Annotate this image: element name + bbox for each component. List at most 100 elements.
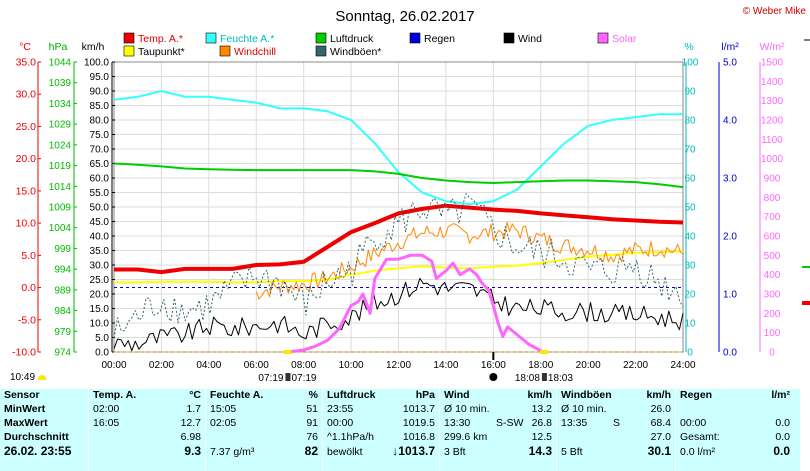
tick-x: 14:00 bbox=[433, 360, 458, 371]
tick-pressure: 1034 bbox=[49, 99, 72, 110]
tick-wind: 70.0 bbox=[90, 145, 110, 156]
tick-x: 00:00 bbox=[101, 360, 126, 371]
legend-label: Solar bbox=[612, 33, 637, 45]
rain-max-time: 00:00 bbox=[680, 417, 707, 429]
absolute-humidity: 7.37 g/m³ bbox=[210, 446, 255, 458]
unit-temp: °C bbox=[189, 389, 201, 401]
tick-x: 04:00 bbox=[196, 360, 221, 371]
tick-rain: 2.0 bbox=[723, 232, 737, 243]
humidity-max: 91 bbox=[306, 417, 318, 429]
gust-max-time: 13:35 bbox=[561, 417, 588, 429]
label-current: 26.02. 23:55 bbox=[4, 444, 72, 458]
tick-solar: 1000 bbox=[761, 154, 784, 165]
moon-icon bbox=[541, 373, 547, 381]
col-humidity: Feuchte A.% 15:05 51 02:05 91 76 7.37 g/m³… bbox=[206, 389, 322, 471]
legend-swatch bbox=[315, 32, 327, 44]
current-time: 10:49 bbox=[10, 372, 47, 383]
header-gust: Windböen bbox=[561, 389, 612, 401]
moonrise-time: 07:19 bbox=[291, 373, 316, 384]
tick-solar: 1200 bbox=[761, 116, 784, 127]
tick-x: 18:00 bbox=[528, 360, 553, 371]
tick-wind: 85.0 bbox=[90, 101, 110, 112]
tick-wind: 40.0 bbox=[90, 232, 110, 243]
tick-solar: 600 bbox=[764, 232, 781, 243]
tick-solar: 1300 bbox=[761, 96, 784, 107]
tick-pressure: 1044 bbox=[49, 58, 72, 69]
series-taupunkt- bbox=[114, 250, 684, 284]
tick-wind: 45.0 bbox=[90, 217, 110, 228]
brand-label: © Weber Mike bbox=[743, 6, 807, 17]
series-feuchte-a- bbox=[113, 90, 683, 206]
wind-bft: 3 Bft bbox=[444, 446, 466, 458]
tick-temp: -5.0 bbox=[18, 314, 36, 326]
header-wind: Wind bbox=[444, 389, 470, 401]
header-pressure: Luftdruck bbox=[327, 389, 376, 401]
tick-wind: 10.0 bbox=[90, 319, 110, 330]
tick-humidity: 90 bbox=[684, 87, 696, 98]
series-windchill bbox=[255, 221, 684, 300]
legend-label: Regen bbox=[424, 33, 455, 45]
tick-temp: 15.0 bbox=[16, 185, 37, 197]
tick-temp: 20.0 bbox=[16, 153, 37, 165]
legend-swatch bbox=[409, 32, 421, 44]
unit-wind-axis: km/h bbox=[82, 41, 105, 53]
weather-chart: Sonntag, 26.02.2017 © Weber Mike Temp. A.*… bbox=[12, 6, 810, 384]
unit-humidity: % bbox=[308, 389, 318, 401]
tick-wind: 55.0 bbox=[90, 188, 110, 199]
pressure-min-time: 23:55 bbox=[327, 403, 354, 415]
tick-x: 12:00 bbox=[386, 360, 411, 371]
header-sensor: Sensor bbox=[4, 389, 40, 401]
tick-temp: 0.0 bbox=[21, 282, 36, 294]
series-windböen- bbox=[113, 193, 684, 339]
pressure-min: 1013.7 bbox=[402, 403, 435, 415]
legend-swatch bbox=[219, 45, 231, 57]
tick-rain: 1.0 bbox=[723, 290, 737, 301]
gust-bft: 5 Bft bbox=[561, 446, 583, 458]
pressure-current: ↓1013.7 bbox=[392, 444, 435, 458]
tick-humidity: 100 bbox=[682, 58, 699, 69]
humidity-min-time: 15:05 bbox=[210, 403, 237, 415]
tick-x: 16:00 bbox=[481, 360, 506, 371]
tick-wind: 35.0 bbox=[90, 246, 110, 257]
tick-temp: 5.0 bbox=[21, 250, 36, 262]
header-rain: Regen bbox=[680, 389, 713, 401]
tick-pressure: 994 bbox=[54, 265, 71, 276]
tick-x: 20:00 bbox=[576, 360, 601, 371]
tick-pressure: 1009 bbox=[49, 203, 72, 214]
legend-swatch bbox=[503, 32, 515, 44]
label-avg: Durchschnitt bbox=[4, 431, 69, 443]
wind-max: 26.8 bbox=[531, 417, 552, 429]
tick-solar: 400 bbox=[764, 270, 781, 281]
tick-wind: 20.0 bbox=[90, 290, 110, 301]
tick-pressure: 1039 bbox=[49, 78, 72, 89]
label-max: MaxWert bbox=[4, 417, 48, 429]
tick-rain: 0.0 bbox=[723, 348, 737, 359]
tick-rain: 5.0 bbox=[723, 58, 737, 69]
tick-rain: 4.0 bbox=[723, 116, 737, 127]
unit-gust: km/h bbox=[646, 389, 671, 401]
tick-humidity: 30 bbox=[684, 261, 696, 272]
weather-state: bewölkt bbox=[327, 446, 363, 458]
sunset-time: 18:08 bbox=[515, 373, 540, 384]
tick-wind: 100.0 bbox=[84, 58, 109, 69]
wind-avg-label: Ø 10 min. bbox=[444, 403, 490, 415]
tick-wind: 5.0 bbox=[95, 333, 109, 344]
tick-wind: 30.0 bbox=[90, 261, 110, 272]
tick-pressure: 999 bbox=[54, 244, 71, 255]
tick-solar: 700 bbox=[764, 212, 781, 223]
temp-avg: 6.98 bbox=[180, 431, 201, 443]
tick-solar: 800 bbox=[764, 193, 781, 204]
tick-x: 02:00 bbox=[149, 360, 174, 371]
legend-label: Feuchte A.* bbox=[220, 33, 274, 45]
legend-label: Temp. A.* bbox=[138, 33, 183, 45]
tick-pressure: 1024 bbox=[49, 140, 72, 151]
legend-label: Windböen* bbox=[330, 46, 381, 58]
unit-temp-axis: °C bbox=[19, 41, 31, 53]
tick-humidity: 20 bbox=[684, 290, 696, 301]
tick-temp: 25.0 bbox=[16, 121, 37, 133]
wind-max-dir: S-SW bbox=[496, 417, 524, 429]
legend-swatch bbox=[597, 32, 609, 44]
unit-rain: l/m² bbox=[771, 389, 790, 401]
tick-solar: 500 bbox=[764, 251, 781, 262]
moon-phase-icon bbox=[489, 373, 498, 381]
